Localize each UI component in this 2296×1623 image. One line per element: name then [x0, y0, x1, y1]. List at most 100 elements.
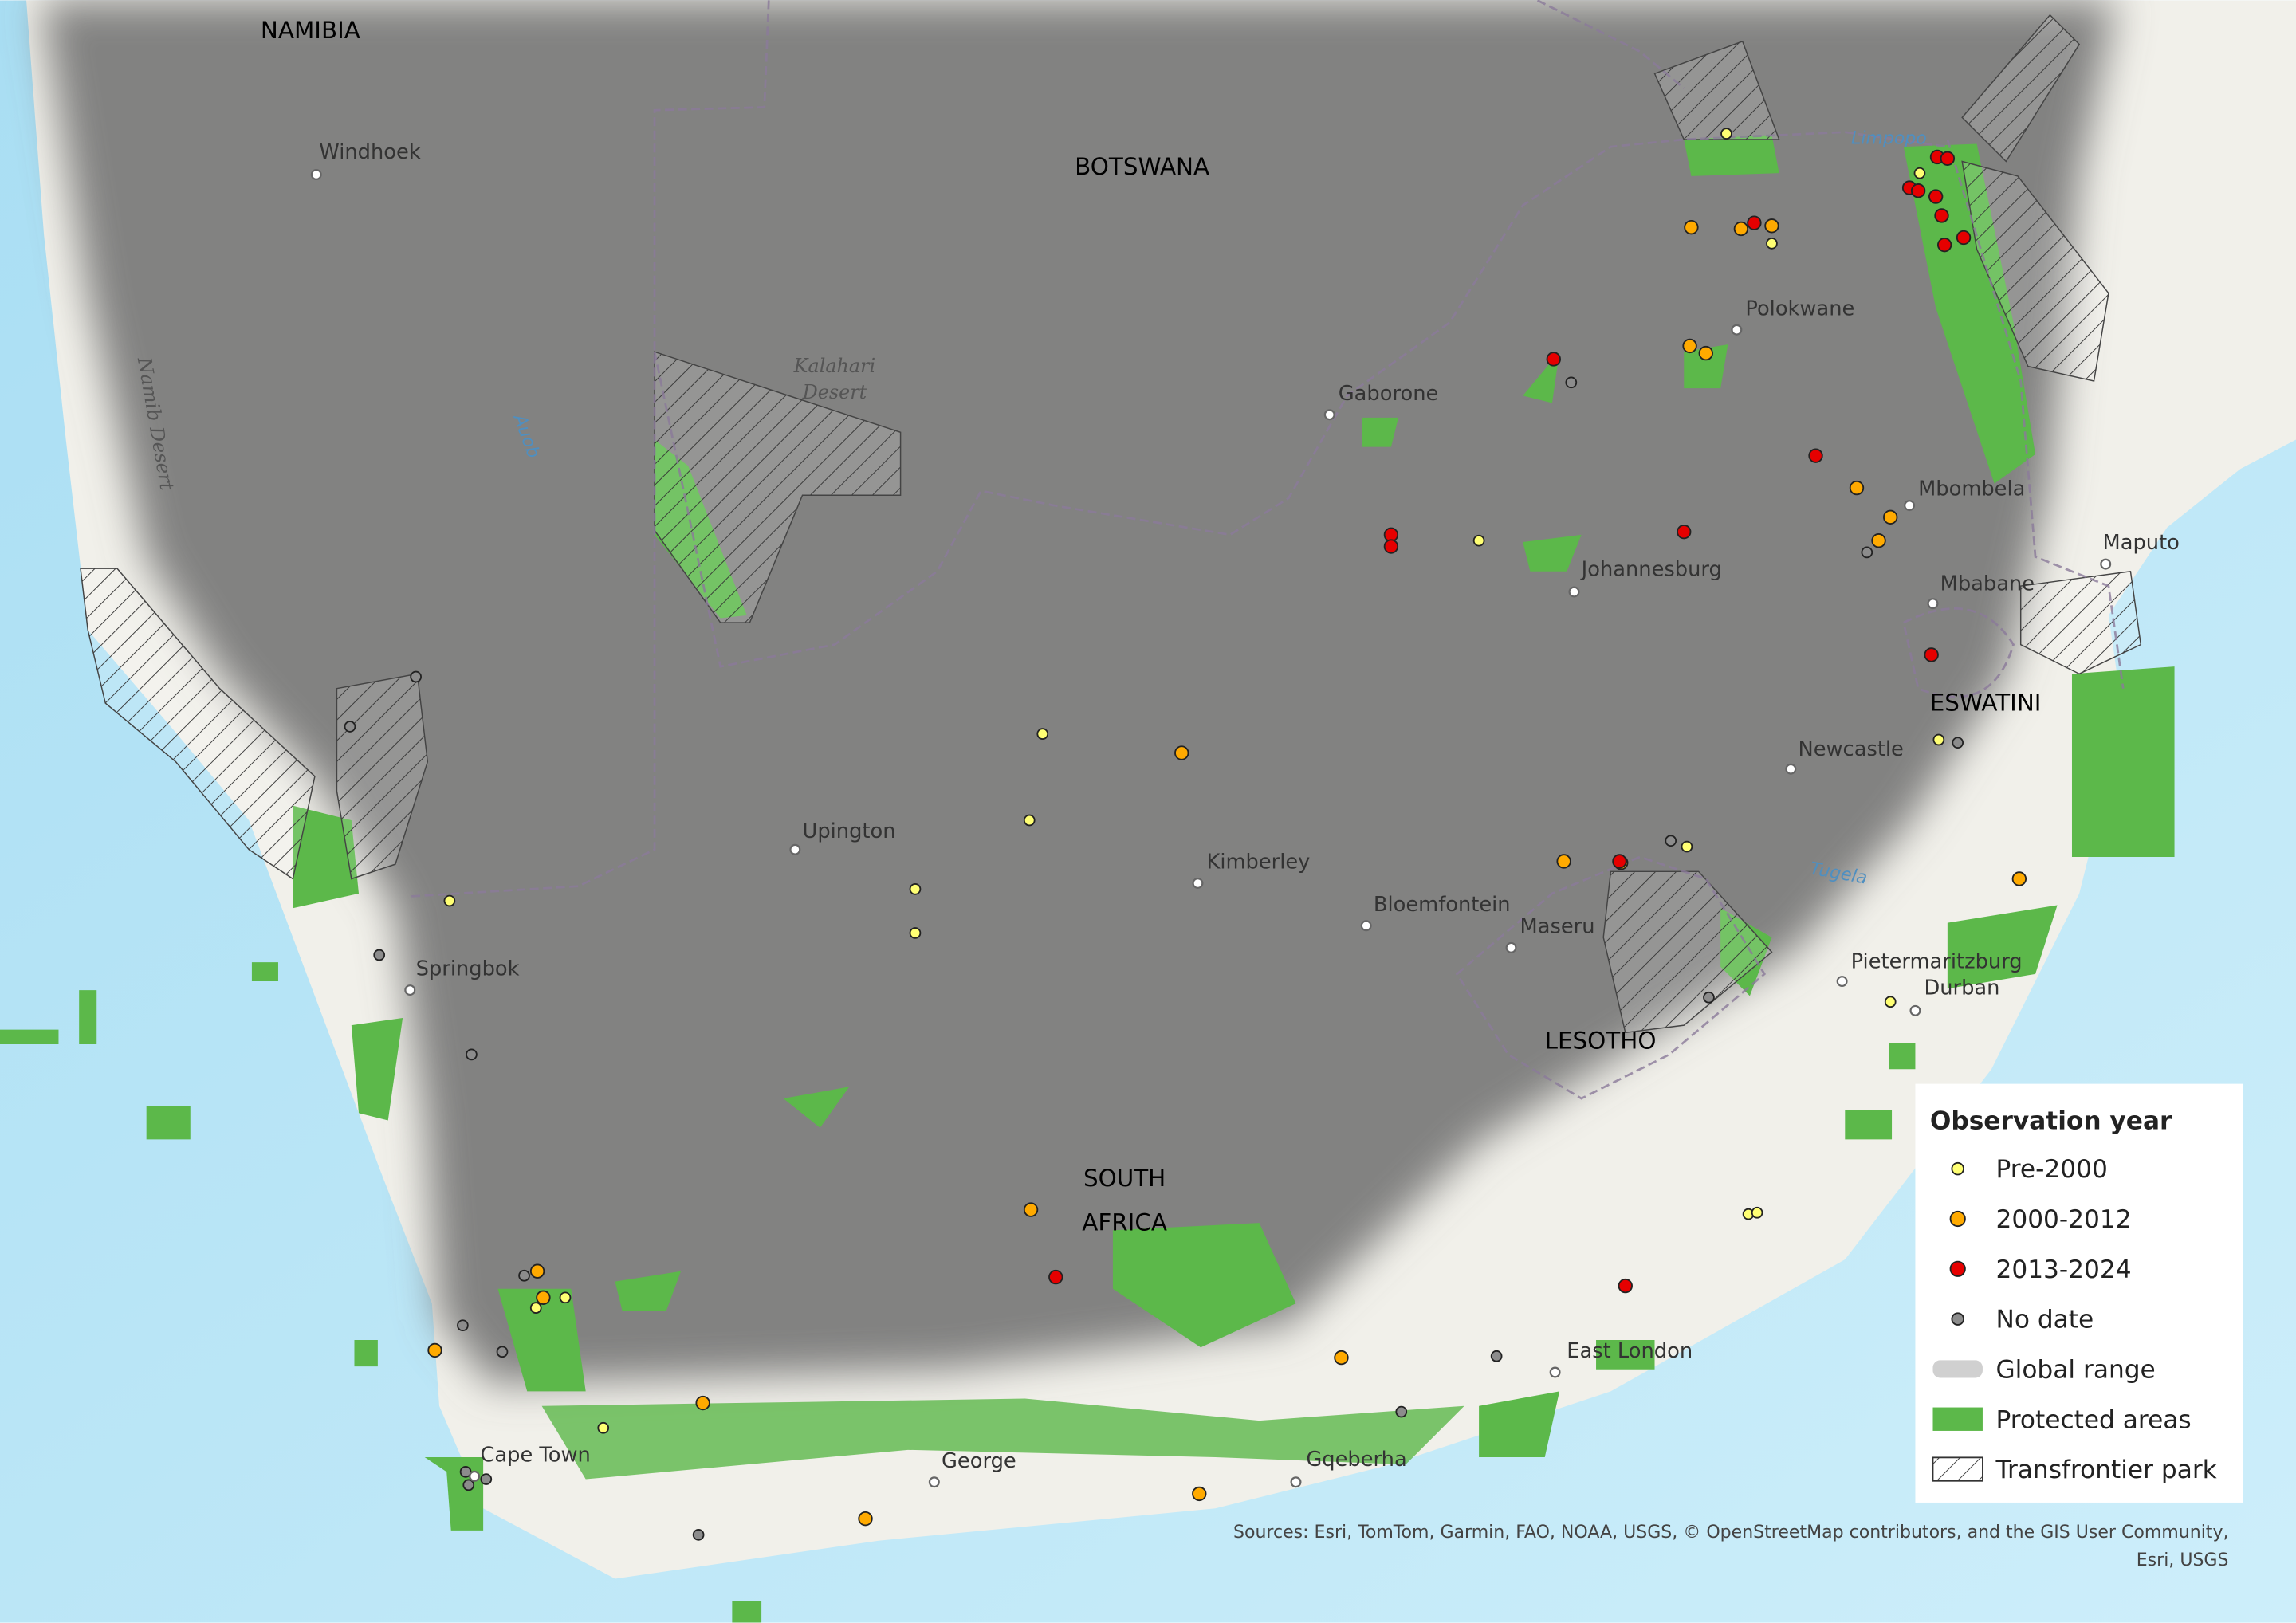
- observation-point: [1546, 352, 1561, 367]
- observation-point: [457, 1319, 469, 1332]
- attribution: Sources: Esri, TomTom, Garmin, FAO, NOAA…: [1233, 1523, 2229, 1570]
- observation-point: [909, 883, 922, 895]
- observation-point: [1174, 745, 1189, 760]
- legend-label: 2013-2024: [1995, 1256, 2131, 1284]
- observation-point: [1913, 167, 1926, 179]
- city-label: George: [942, 1449, 1016, 1473]
- observation-point: [695, 1395, 710, 1411]
- observation-point: [1910, 183, 1926, 198]
- observation-point: [410, 670, 422, 683]
- observation-point: [1565, 376, 1578, 389]
- legend: Observation year Pre-2000 2000-2012 2013-20…: [1930, 1107, 2217, 1485]
- observation-point: [1682, 338, 1697, 354]
- legend-swatch: [1949, 1260, 1966, 1277]
- city-label: East London: [1567, 1339, 1693, 1363]
- observation-point: [496, 1346, 509, 1358]
- observation-point: [2011, 871, 2027, 886]
- observation-point: [1720, 128, 1732, 140]
- observation-point: [1036, 728, 1049, 740]
- legend-label: 2000-2012: [1995, 1205, 2131, 1234]
- legend-swatch: [1949, 1210, 1966, 1228]
- city-marker: [310, 169, 322, 181]
- observation-point: [909, 927, 922, 939]
- observation-point: [1490, 1350, 1503, 1362]
- legend-label: Pre-2000: [1995, 1155, 2107, 1184]
- observation-point: [1023, 1202, 1039, 1217]
- observation-point: [1766, 238, 1778, 250]
- legend-label: Protected areas: [1995, 1405, 2191, 1434]
- feature-label: Limpopo: [1851, 128, 1927, 148]
- city-label: Cape Town: [480, 1444, 590, 1468]
- observation-point: [1665, 835, 1677, 847]
- country-label: SOUTH: [1083, 1165, 1166, 1192]
- observation-point: [1934, 208, 1949, 223]
- feature-label: Kalahari: [793, 355, 876, 377]
- observation-point: [1677, 525, 1692, 540]
- observation-point: [1747, 215, 1762, 230]
- observation-point: [858, 1511, 873, 1527]
- observation-point: [373, 949, 386, 961]
- observation-point: [1023, 814, 1036, 827]
- city-marker: [469, 1470, 481, 1482]
- city-label: Windhoek: [319, 140, 420, 164]
- city-marker: [1909, 1004, 1921, 1016]
- city-marker: [789, 843, 801, 855]
- city-label: Upington: [803, 819, 896, 843]
- city-marker: [1836, 976, 1848, 988]
- observation-point: [692, 1529, 705, 1541]
- city-label: Maputo: [2103, 531, 2180, 555]
- observation-point: [529, 1302, 542, 1314]
- observation-point: [1472, 534, 1485, 547]
- observation-point: [1618, 1278, 1633, 1294]
- observation-point: [1884, 996, 1897, 1008]
- observation-point: [529, 1263, 545, 1279]
- legend-label: Global range: [1995, 1355, 2155, 1384]
- city-marker: [1360, 920, 1372, 932]
- observation-point: [1334, 1350, 1349, 1366]
- observation-point: [1956, 230, 1972, 246]
- attribution-text: Esri, USGS: [2137, 1550, 2229, 1570]
- city-marker: [1192, 878, 1204, 889]
- observation-point: [1940, 151, 1956, 166]
- legend-title: Observation year: [1930, 1107, 2172, 1136]
- legend-swatch: [1932, 1407, 1983, 1431]
- city-label: Gaborone: [1339, 382, 1439, 406]
- observation-point: [1612, 854, 1627, 869]
- city-marker: [928, 1476, 940, 1488]
- observation-point: [443, 894, 456, 907]
- observation-point: [480, 1473, 493, 1485]
- legend-label: No date: [1995, 1306, 2094, 1334]
- observation-point: [1764, 218, 1779, 234]
- observation-point: [1932, 733, 1945, 746]
- observation-point: [1703, 991, 1715, 1004]
- city-label: Newcastle: [1799, 737, 1904, 761]
- observation-point: [344, 721, 356, 733]
- city-marker: [1568, 586, 1580, 598]
- city-label: Maseru: [1520, 914, 1595, 938]
- observation-point: [597, 1421, 610, 1434]
- observation-point: [1681, 840, 1693, 853]
- legend-swatch: [1951, 1312, 1964, 1326]
- country-label: ESWATINI: [1930, 689, 2042, 716]
- city-label: Pietermaritzburg: [1851, 950, 2023, 974]
- city-marker: [1785, 763, 1797, 775]
- observation-point: [466, 1048, 478, 1061]
- city-label: Springbok: [416, 957, 520, 981]
- global-range: [41, 0, 2117, 1385]
- observation-point: [1883, 509, 1898, 525]
- city-label: Johannesburg: [1580, 557, 1722, 581]
- observation-point: [427, 1342, 442, 1358]
- protected-areas: [0, 135, 2175, 1623]
- observation-point: [1937, 237, 1952, 253]
- observation-point: [1684, 219, 1699, 235]
- observation-point: [1395, 1405, 1408, 1418]
- attribution-text: Sources: Esri, TomTom, Garmin, FAO, NOAA…: [1233, 1523, 2229, 1542]
- observation-point: [1808, 448, 1823, 463]
- observation-point: [1698, 345, 1713, 361]
- observation-point: [1924, 647, 1939, 662]
- city-label: Mbombela: [1918, 477, 2025, 501]
- observation-point: [536, 1290, 551, 1305]
- observations: [344, 128, 2027, 1541]
- city-label: Durban: [1924, 977, 1999, 1000]
